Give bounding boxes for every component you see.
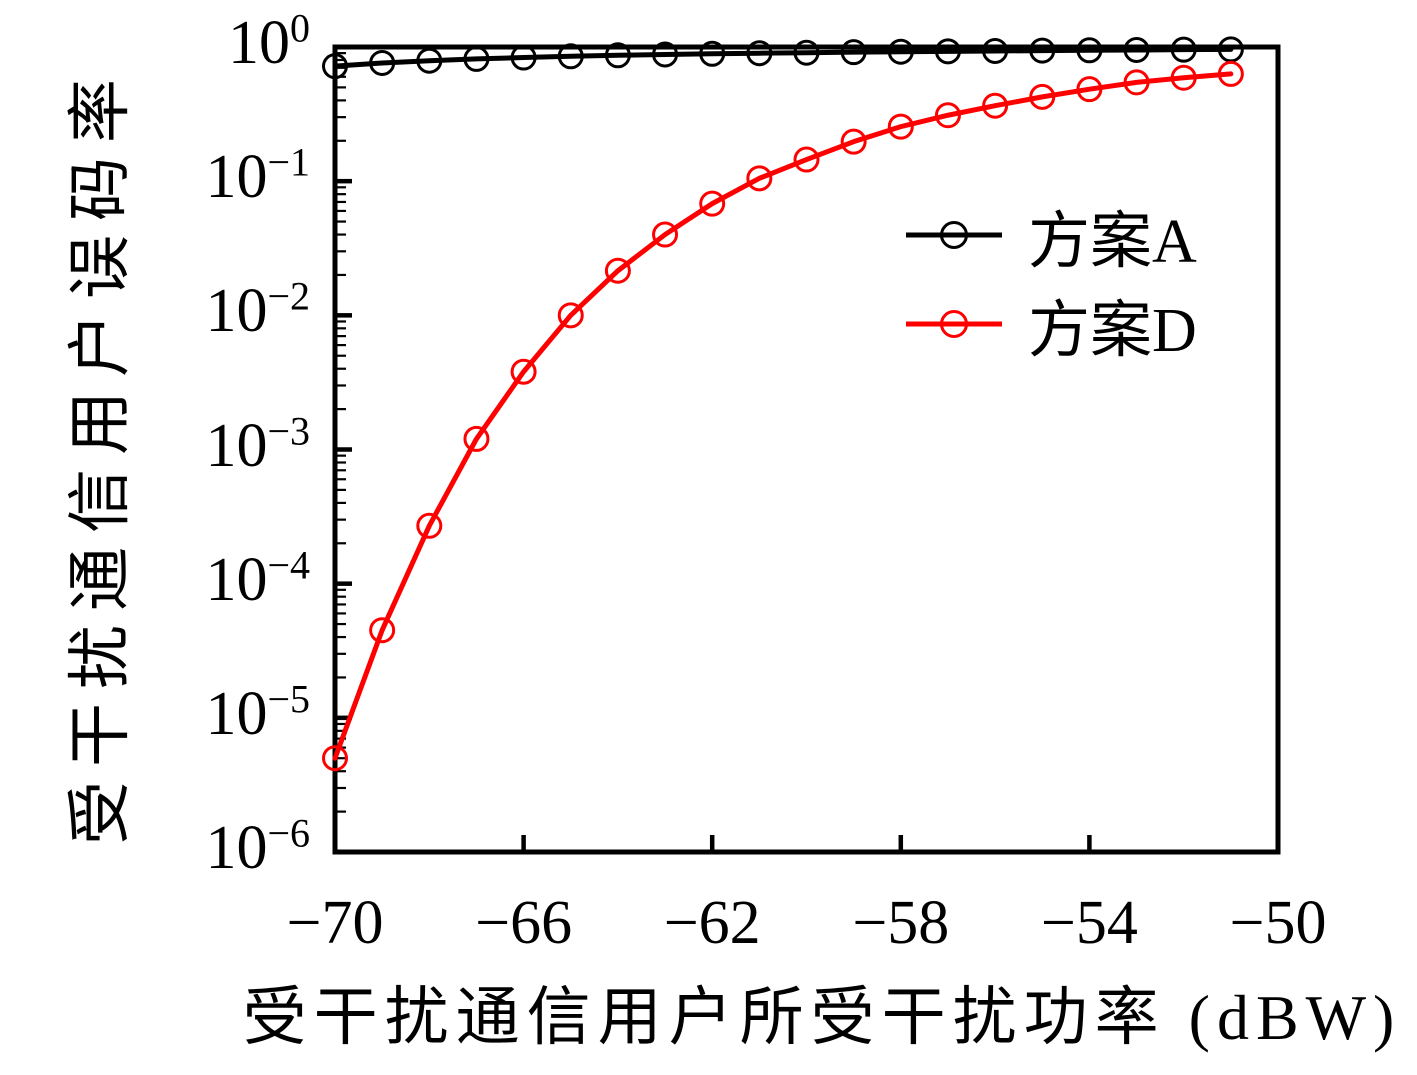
x-tick-label: −66	[475, 889, 573, 957]
data-point-marker	[1217, 60, 1244, 87]
data-point-marker	[604, 257, 631, 284]
axes-box	[332, 44, 1281, 855]
data-point-marker	[746, 40, 773, 67]
data-point-marker	[510, 358, 537, 385]
data-point-marker	[699, 190, 726, 217]
x-axis-title: 受干扰通信用户所受干扰功率 (dBW)	[242, 982, 1402, 1053]
data-point-marker	[652, 41, 679, 68]
data-point-marker	[1029, 37, 1056, 64]
data-point-marker	[463, 45, 490, 72]
data-point-marker	[322, 53, 348, 80]
legend: 方案A 方案D	[906, 190, 1197, 368]
legend-item-scheme-d: 方案D	[906, 279, 1197, 368]
y-tick-label: 10−3	[205, 407, 310, 480]
data-point-marker	[840, 39, 867, 66]
x-tick-label: −50	[1229, 889, 1327, 957]
data-point-marker	[1217, 36, 1244, 63]
x-tick-label: −62	[663, 889, 761, 957]
x-tick-label: −58	[852, 889, 950, 957]
legend-swatch-scheme-a	[906, 220, 1002, 249]
series-line-1	[332, 71, 1234, 761]
data-point-marker	[934, 38, 961, 65]
y-tick-label: 10−1	[205, 139, 310, 212]
data-point-marker	[652, 221, 679, 248]
data-point-marker	[1170, 64, 1197, 91]
data-point-marker	[934, 102, 961, 129]
legend-item-scheme-a: 方案A	[906, 190, 1197, 279]
data-point-marker	[1123, 36, 1150, 63]
data-point-marker	[793, 146, 820, 173]
data-point-marker	[793, 39, 820, 66]
data-point-marker	[463, 425, 490, 452]
y-tick-label: 10−4	[205, 542, 310, 614]
y-tick-label: 10−2	[205, 273, 310, 346]
data-point-marker	[1123, 69, 1150, 96]
x-tick-label: −54	[1040, 889, 1138, 957]
data-point-marker	[416, 512, 443, 539]
data-point-marker	[322, 745, 348, 772]
data-point-marker	[369, 617, 396, 644]
data-point-marker	[1076, 76, 1103, 103]
y-tick-label: 10−5	[205, 676, 310, 748]
data-point-marker	[746, 165, 773, 192]
legend-label-scheme-d: 方案D	[1028, 296, 1197, 365]
data-point-marker	[1076, 37, 1103, 64]
data-point-marker	[510, 44, 537, 71]
data-point-marker	[1170, 36, 1197, 63]
legend-marker-scheme-d	[940, 309, 968, 338]
data-point-marker	[699, 40, 726, 67]
data-point-marker	[982, 92, 1009, 119]
data-point-marker	[557, 302, 584, 329]
legend-label-scheme-a: 方案A	[1028, 207, 1197, 276]
data-point-marker	[887, 38, 914, 65]
data-point-marker	[369, 49, 396, 76]
y-tick-label: 100	[228, 5, 310, 77]
y-tick-label: 10−6	[205, 810, 310, 882]
data-point-marker	[982, 37, 1009, 64]
series-line-0	[332, 46, 1234, 69]
data-point-marker	[887, 113, 914, 140]
data-point-marker	[604, 42, 631, 69]
data-point-marker	[840, 128, 867, 155]
data-point-marker	[557, 43, 584, 70]
data-point-marker	[416, 47, 443, 74]
legend-swatch-scheme-d	[906, 309, 1002, 338]
legend-marker-scheme-a	[940, 220, 968, 249]
data-point-marker	[1029, 83, 1056, 110]
x-tick-label: −70	[286, 889, 384, 957]
